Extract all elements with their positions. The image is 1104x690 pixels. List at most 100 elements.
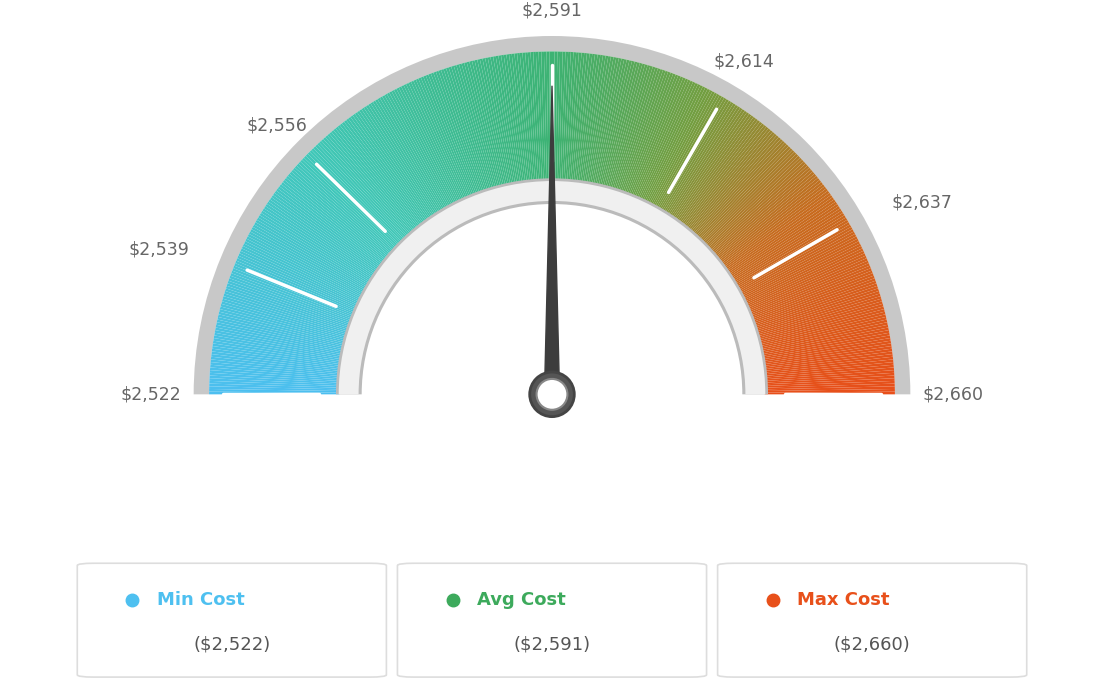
Wedge shape <box>444 68 486 193</box>
Wedge shape <box>616 68 658 192</box>
Wedge shape <box>726 199 836 275</box>
Wedge shape <box>386 92 452 208</box>
Wedge shape <box>231 273 353 321</box>
Wedge shape <box>754 286 878 328</box>
Wedge shape <box>452 66 491 191</box>
Wedge shape <box>707 159 804 250</box>
Wedge shape <box>762 338 891 361</box>
Wedge shape <box>215 325 343 353</box>
Wedge shape <box>602 61 635 188</box>
Wedge shape <box>214 330 343 356</box>
Wedge shape <box>735 220 849 288</box>
Wedge shape <box>719 182 822 264</box>
Wedge shape <box>761 330 890 356</box>
Wedge shape <box>675 114 752 221</box>
Wedge shape <box>363 106 437 217</box>
Wedge shape <box>480 59 509 186</box>
Wedge shape <box>746 253 866 308</box>
Circle shape <box>537 379 567 410</box>
Wedge shape <box>680 120 760 226</box>
Wedge shape <box>659 98 726 211</box>
Wedge shape <box>656 95 722 210</box>
Wedge shape <box>300 159 397 250</box>
Wedge shape <box>224 291 349 332</box>
Wedge shape <box>620 70 666 194</box>
Wedge shape <box>737 227 852 292</box>
Wedge shape <box>703 154 798 246</box>
Wedge shape <box>289 172 391 257</box>
Wedge shape <box>677 117 756 224</box>
Wedge shape <box>234 263 355 315</box>
Wedge shape <box>406 83 463 202</box>
Wedge shape <box>567 52 578 182</box>
Wedge shape <box>725 195 832 272</box>
Wedge shape <box>216 319 344 350</box>
Wedge shape <box>599 60 633 188</box>
Text: Min Cost: Min Cost <box>157 591 244 609</box>
Wedge shape <box>716 178 819 262</box>
Wedge shape <box>757 304 883 340</box>
Wedge shape <box>297 164 395 253</box>
Wedge shape <box>665 104 735 215</box>
Wedge shape <box>245 239 362 299</box>
Wedge shape <box>743 244 861 302</box>
Wedge shape <box>520 52 533 183</box>
Wedge shape <box>367 105 438 216</box>
Wedge shape <box>210 381 340 388</box>
Wedge shape <box>744 248 863 306</box>
Wedge shape <box>282 182 385 264</box>
Wedge shape <box>765 386 895 391</box>
Wedge shape <box>382 95 448 210</box>
Wedge shape <box>765 389 895 393</box>
Text: $2,591: $2,591 <box>521 1 583 19</box>
Wedge shape <box>326 135 413 235</box>
Wedge shape <box>261 210 372 282</box>
Wedge shape <box>664 102 733 214</box>
Wedge shape <box>359 109 434 219</box>
Wedge shape <box>740 234 857 296</box>
Wedge shape <box>509 54 527 184</box>
Wedge shape <box>469 61 502 188</box>
Wedge shape <box>209 389 339 393</box>
Wedge shape <box>501 55 522 184</box>
Wedge shape <box>730 206 840 279</box>
Wedge shape <box>286 176 389 260</box>
Wedge shape <box>764 370 894 381</box>
Wedge shape <box>764 373 894 383</box>
Wedge shape <box>742 239 859 299</box>
Wedge shape <box>634 77 686 199</box>
Wedge shape <box>763 351 892 369</box>
Wedge shape <box>689 132 775 233</box>
Wedge shape <box>541 52 546 182</box>
Wedge shape <box>212 351 341 369</box>
Wedge shape <box>404 84 461 203</box>
Wedge shape <box>647 88 708 205</box>
Wedge shape <box>690 134 777 234</box>
Wedge shape <box>559 52 565 182</box>
Wedge shape <box>688 130 773 232</box>
Wedge shape <box>219 312 346 345</box>
Wedge shape <box>273 193 380 270</box>
Wedge shape <box>544 52 549 181</box>
Wedge shape <box>713 172 815 257</box>
Wedge shape <box>624 72 671 195</box>
Wedge shape <box>671 110 747 219</box>
Wedge shape <box>244 241 362 301</box>
Wedge shape <box>331 130 416 232</box>
Wedge shape <box>477 59 507 187</box>
Wedge shape <box>278 186 383 267</box>
Wedge shape <box>708 161 806 251</box>
Wedge shape <box>745 250 864 307</box>
Wedge shape <box>763 354 893 371</box>
Wedge shape <box>448 67 489 192</box>
Wedge shape <box>734 217 847 286</box>
Wedge shape <box>433 72 480 195</box>
Wedge shape <box>696 141 785 238</box>
Wedge shape <box>220 309 346 343</box>
Wedge shape <box>742 241 860 301</box>
Wedge shape <box>736 224 851 290</box>
Wedge shape <box>530 52 540 182</box>
Wedge shape <box>552 52 554 181</box>
Wedge shape <box>251 229 365 293</box>
Wedge shape <box>608 63 645 190</box>
